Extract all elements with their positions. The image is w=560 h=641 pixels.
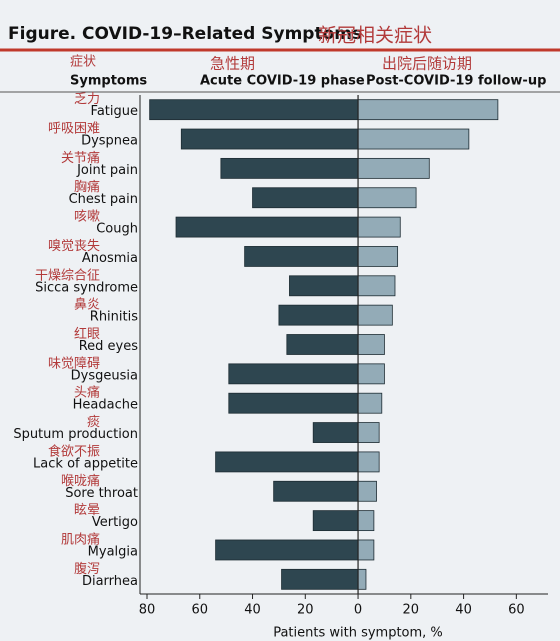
x-tick-label: 60: [508, 603, 525, 618]
bar: [215, 451, 359, 473]
bar: [357, 392, 383, 414]
series-header-zh: 急性期: [210, 55, 255, 73]
category-label-zh: 鼻炎: [74, 297, 100, 313]
category-label: Sicca syndrome: [35, 280, 138, 295]
category-label: Red eyes: [79, 339, 139, 354]
bar: [289, 275, 359, 297]
x-tick-label: 40: [455, 603, 472, 618]
category-label: Anosmia: [82, 251, 138, 266]
category-label-zh: 腹泻: [74, 561, 100, 577]
category-label-zh: 乏力: [74, 92, 100, 107]
category-label-zh: 味觉障碍: [48, 356, 100, 371]
x-tick-label: 20: [297, 603, 314, 618]
bar: [357, 275, 396, 297]
bar: [252, 187, 359, 209]
bar: [286, 334, 359, 355]
bar: [357, 480, 377, 502]
bar: [220, 157, 359, 179]
bar: [357, 157, 430, 179]
category-label-zh: 食欲不振: [48, 443, 100, 459]
category-label-zh: 嗅觉丧失: [48, 239, 100, 254]
x-tick-label: 60: [191, 603, 208, 618]
bar: [357, 246, 399, 267]
bar: [357, 99, 499, 121]
category-label: Diarrhea: [82, 574, 138, 589]
x-tick-label: 20: [403, 603, 420, 618]
bar: [357, 363, 385, 385]
category-header: Symptoms: [70, 74, 147, 89]
category-label-zh: 关节痛: [61, 150, 100, 166]
bar: [228, 392, 359, 414]
category-label: Dysgeusia: [71, 368, 138, 383]
bar: [180, 128, 359, 150]
bar: [357, 422, 380, 443]
category-label-zh: 眩晕: [74, 502, 100, 518]
bar: [357, 539, 375, 561]
category-label-zh: 头痛: [74, 385, 100, 401]
x-axis-label: Patients with symptom, %: [273, 626, 443, 641]
legend-label: Acute COVID-19 phase: [200, 74, 365, 89]
bar: [357, 451, 380, 473]
category-label: Headache: [73, 398, 138, 413]
category-label: Dyspnea: [81, 134, 138, 149]
category-label: Chest pain: [69, 192, 138, 207]
category-label-zh: 咳嗽: [74, 210, 100, 225]
category-label: Rhinitis: [90, 310, 138, 325]
category-header-zh: 症状: [70, 55, 96, 70]
category-label: Lack of appetite: [33, 456, 138, 471]
legend-label: Post-COVID-19 follow-up: [366, 74, 546, 89]
chart-title-zh: 新冠相关症状: [318, 25, 432, 47]
category-label-zh: 干燥综合征: [35, 268, 100, 283]
bar: [312, 510, 359, 532]
category-label: Myalgia: [88, 544, 138, 559]
bar: [357, 128, 470, 150]
x-tick-label: 0: [354, 603, 362, 618]
bar: [281, 568, 359, 590]
category-label: Vertigo: [92, 515, 138, 530]
bar: [149, 99, 359, 121]
category-label: Sore throat: [65, 486, 138, 501]
category-label: Fatigue: [91, 104, 138, 119]
bar: [357, 568, 367, 590]
bar: [215, 539, 359, 561]
bar: [357, 187, 417, 209]
category-label-zh: 肌肉痛: [61, 531, 100, 547]
category-label: Cough: [96, 222, 138, 237]
bar: [228, 363, 359, 385]
category-label: Joint pain: [76, 163, 138, 178]
bar: [357, 216, 401, 238]
bar: [312, 422, 359, 443]
category-label: Sputum production: [13, 427, 138, 442]
bar: [357, 510, 375, 532]
bar: [278, 304, 359, 326]
bar: [357, 304, 393, 326]
x-tick-label: 80: [139, 603, 156, 618]
bar: [175, 216, 359, 238]
category-label-zh: 胸痛: [74, 179, 100, 195]
x-tick-label: 40: [244, 603, 261, 618]
category-label-zh: 喉咙痛: [61, 473, 100, 489]
series-header-zh: 出院后随访期: [382, 55, 472, 73]
bar: [244, 246, 359, 267]
chart-title: Figure. COVID-19–Related Symptoms: [8, 24, 362, 44]
bar: [357, 334, 385, 355]
bar: [273, 480, 359, 502]
category-label-zh: 呼吸困难: [48, 122, 100, 137]
category-label-zh: 痰: [87, 414, 100, 430]
category-label-zh: 红眼: [74, 326, 100, 342]
